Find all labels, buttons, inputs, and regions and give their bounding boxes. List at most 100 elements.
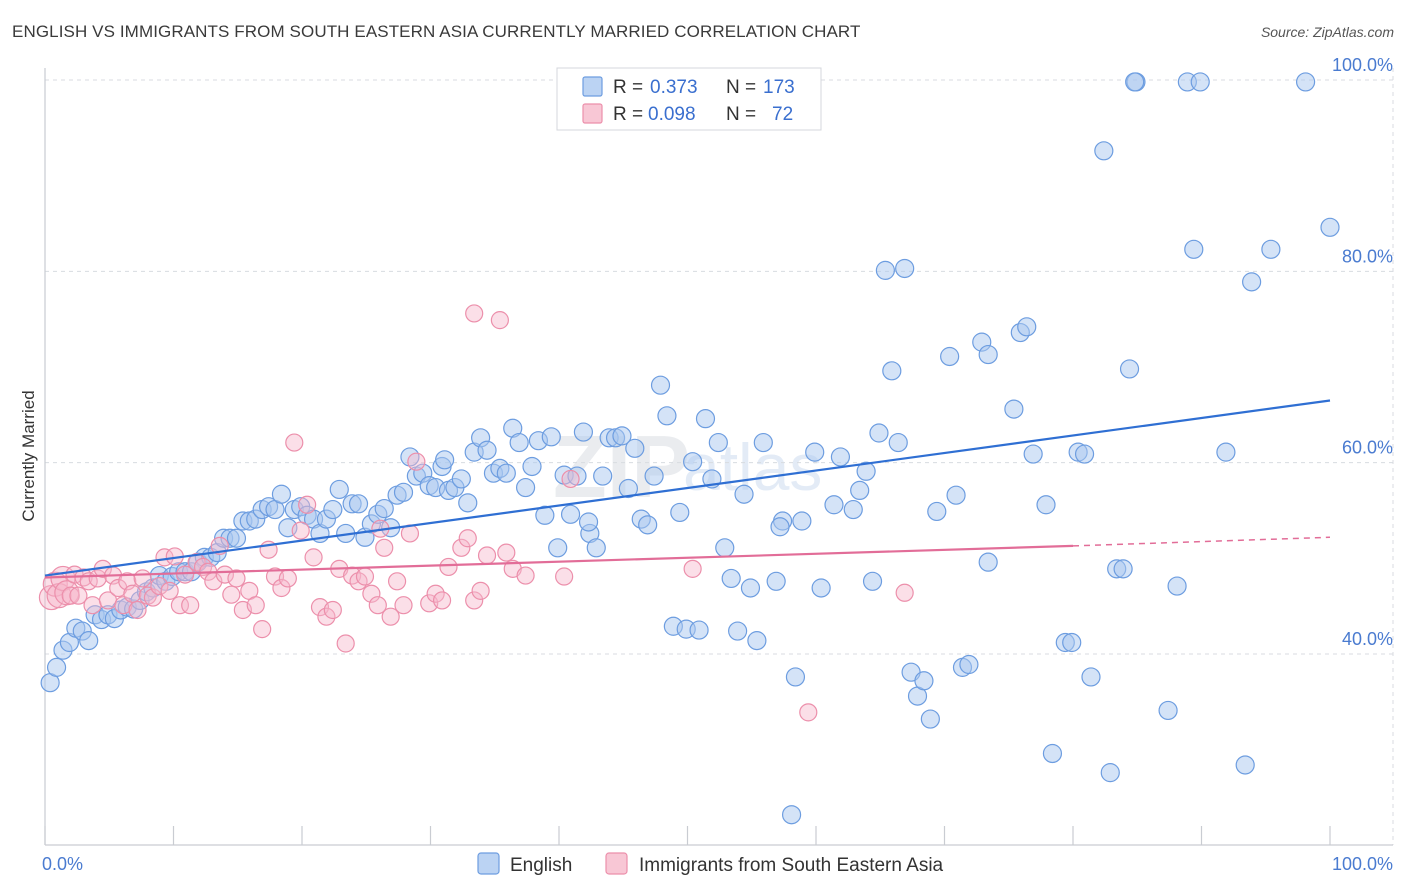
english-point-71 bbox=[496, 463, 516, 483]
immig-point-11 bbox=[88, 569, 107, 588]
english-point-125 bbox=[875, 260, 895, 280]
trend-lines bbox=[44, 399, 1331, 579]
english-point-116 bbox=[805, 442, 825, 462]
english-point-91 bbox=[625, 438, 645, 458]
english-point-167 bbox=[1295, 72, 1316, 92]
bottom-legend-immigrants: Immigrants from South Eastern Asia bbox=[639, 855, 944, 876]
english-point-153 bbox=[1100, 763, 1120, 783]
immig-point-20 bbox=[133, 569, 152, 588]
english-point-78 bbox=[541, 427, 561, 447]
immig-point-65 bbox=[407, 452, 426, 471]
english-point-79 bbox=[548, 538, 568, 558]
english-point-68 bbox=[477, 440, 497, 460]
immig-point-36 bbox=[222, 585, 241, 604]
immig-point-70 bbox=[452, 538, 471, 557]
immig-point-79 bbox=[465, 304, 484, 323]
english-point-145 bbox=[1036, 495, 1056, 515]
english-point-107 bbox=[728, 621, 748, 641]
immig-point-84 bbox=[561, 469, 580, 489]
english-point-135 bbox=[946, 485, 966, 505]
english-point-164 bbox=[1235, 755, 1255, 775]
english-point-119 bbox=[830, 447, 851, 467]
english-point-151 bbox=[1081, 667, 1101, 687]
immig-point-47 bbox=[291, 521, 310, 540]
y-tick-label-1: 60.0% bbox=[1342, 438, 1393, 458]
immig-point-52 bbox=[323, 600, 342, 620]
immig-point-25 bbox=[160, 581, 179, 600]
immig-point-46 bbox=[285, 433, 304, 452]
immig-point-83 bbox=[895, 583, 914, 602]
immig-point-40 bbox=[246, 596, 265, 615]
english-point-117 bbox=[811, 578, 831, 598]
immig-point-23 bbox=[150, 576, 169, 596]
english-point-118 bbox=[824, 495, 844, 515]
english-point-65 bbox=[458, 493, 478, 513]
legend-immig-r-label: R = bbox=[613, 104, 643, 125]
immig-point-41 bbox=[253, 620, 272, 639]
english-point-106 bbox=[721, 568, 741, 589]
legend-immig-n-value: 72 bbox=[772, 104, 793, 125]
y-tick-label-2: 80.0% bbox=[1342, 246, 1393, 266]
english-point-94 bbox=[644, 466, 664, 486]
english-point-132 bbox=[920, 709, 940, 729]
immig-point-5 bbox=[61, 586, 80, 605]
english-point-163 bbox=[1216, 442, 1236, 462]
english-point-134 bbox=[940, 346, 960, 367]
english-point-159 bbox=[1167, 576, 1187, 596]
immig-point-27 bbox=[170, 596, 190, 615]
immig-point-54 bbox=[336, 634, 355, 653]
english-point-173 bbox=[578, 512, 599, 532]
y-axis-label: Currently Married bbox=[19, 390, 38, 521]
immig-point-71 bbox=[458, 529, 477, 548]
immig-point-67 bbox=[426, 584, 445, 603]
english-point-172 bbox=[770, 517, 790, 537]
english-point-143 bbox=[1017, 317, 1037, 337]
immig-point-78 bbox=[555, 567, 574, 586]
english-point-75 bbox=[522, 456, 542, 477]
english-point-29 bbox=[226, 528, 247, 548]
english-point-73 bbox=[509, 432, 529, 453]
immig-point-22 bbox=[143, 588, 163, 607]
immig-point-57 bbox=[355, 567, 375, 586]
immig-point-62 bbox=[387, 572, 407, 591]
legend-english-r-label: R = bbox=[613, 77, 643, 98]
legend-swatch-immigrants bbox=[582, 103, 603, 124]
english-point-139 bbox=[978, 344, 998, 365]
legend-immig-r-value: 0.098 bbox=[648, 104, 696, 125]
english-point-122 bbox=[856, 461, 876, 481]
english-point-131 bbox=[914, 671, 934, 691]
bottom-legend-swatch-english bbox=[477, 852, 500, 875]
immig-point-35 bbox=[215, 565, 234, 584]
y-tick-label-3: 100.0% bbox=[1332, 55, 1393, 75]
english-point-146 bbox=[1042, 743, 1063, 764]
english-point-109 bbox=[740, 578, 761, 598]
immig-point-7 bbox=[69, 586, 88, 605]
english-point-64 bbox=[451, 469, 471, 489]
english-point-133 bbox=[927, 501, 947, 522]
english-point-162 bbox=[1190, 72, 1210, 92]
bottom-legend-english: English bbox=[510, 855, 572, 876]
english-point-123 bbox=[862, 571, 883, 591]
english-point-36 bbox=[271, 484, 292, 504]
legend-english-n-label: N = bbox=[726, 77, 756, 98]
immig-point-45 bbox=[278, 569, 297, 588]
y-tick-label-0: 40.0% bbox=[1342, 629, 1393, 649]
english-point-168 bbox=[1320, 217, 1340, 237]
immig-point-63 bbox=[394, 596, 413, 615]
english-point-140 bbox=[978, 552, 998, 572]
english-point-158 bbox=[1158, 700, 1178, 721]
axes bbox=[44, 68, 1393, 846]
english-point-90 bbox=[618, 478, 638, 499]
english-point-6 bbox=[79, 631, 99, 651]
english-point-101 bbox=[689, 620, 709, 640]
english-point-169 bbox=[1125, 72, 1145, 92]
trend-english bbox=[44, 399, 1331, 577]
trend-immigrants bbox=[44, 544, 1074, 579]
series-immigrants bbox=[38, 304, 914, 722]
x-tick-label-0: 0.0% bbox=[42, 854, 83, 874]
english-point-141 bbox=[1004, 399, 1024, 419]
english-point-171 bbox=[435, 450, 455, 470]
immig-point-48 bbox=[298, 495, 317, 514]
immig-point-74 bbox=[477, 546, 497, 565]
